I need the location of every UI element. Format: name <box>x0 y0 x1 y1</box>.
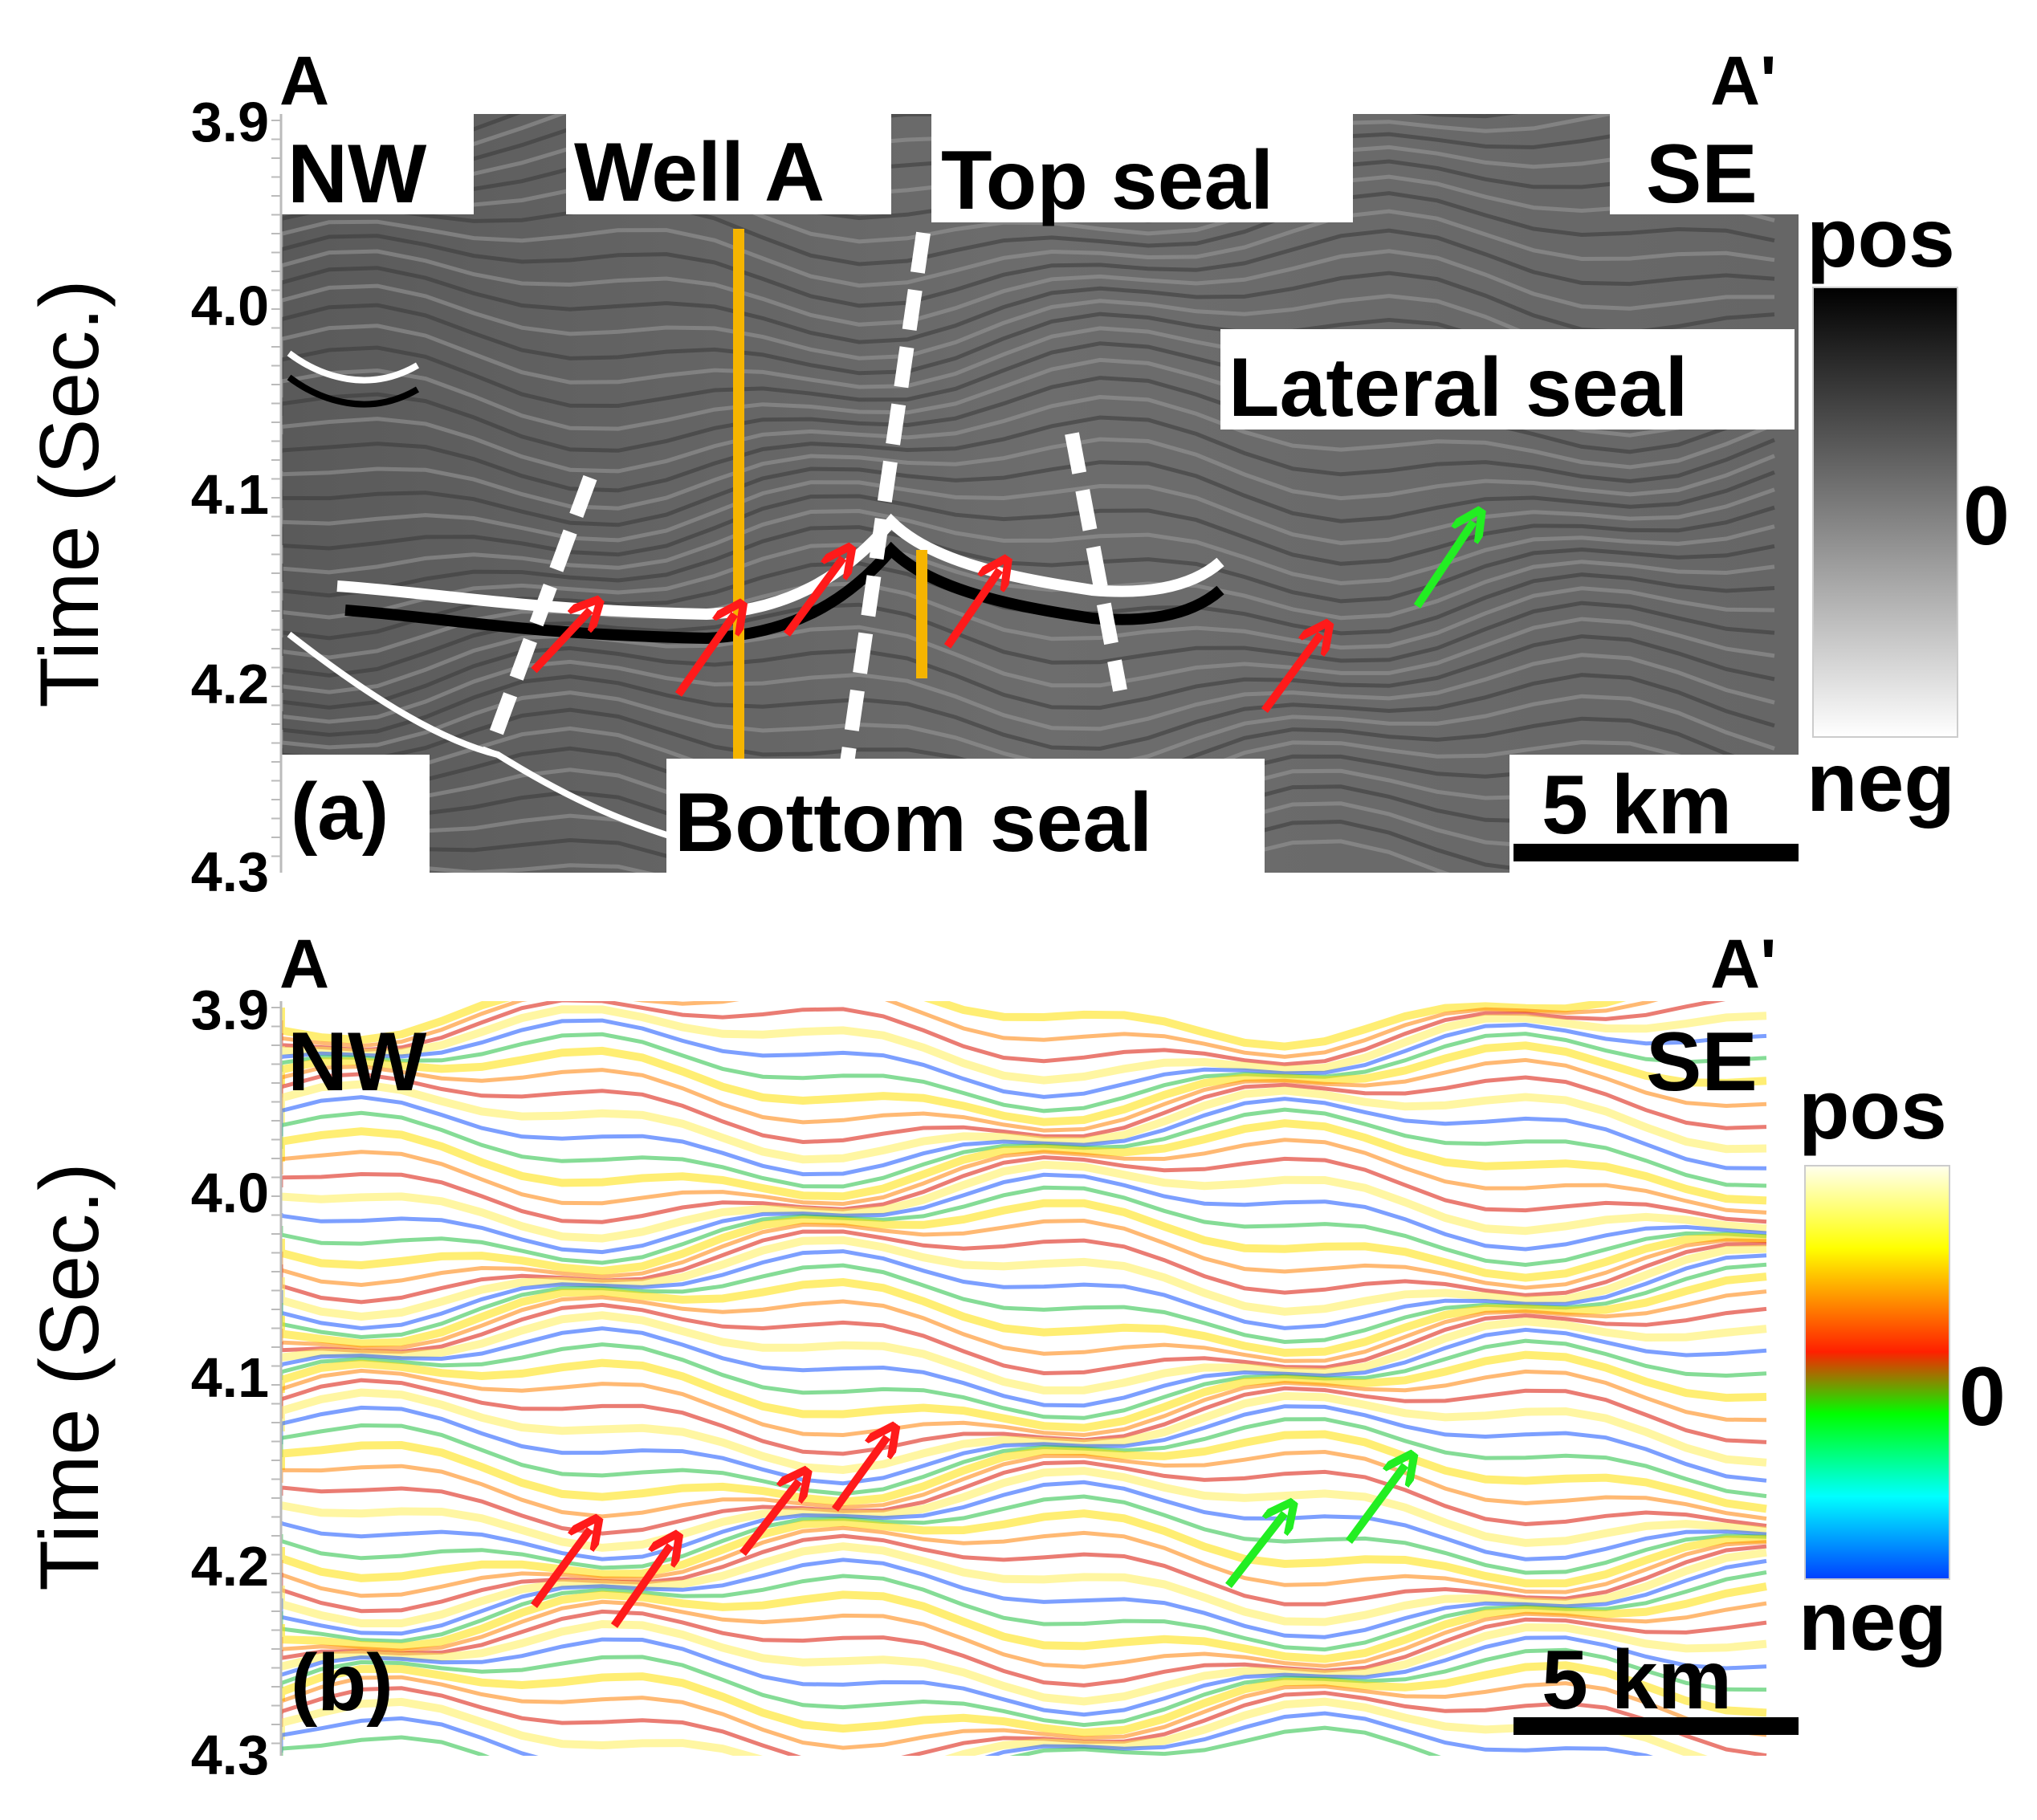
red-arrow <box>831 1437 887 1512</box>
fault-line <box>1065 432 1127 692</box>
red-arrow <box>1261 634 1321 713</box>
y-tick-label: 3.9 <box>191 91 269 153</box>
panel-b-label: (b) <box>291 1638 393 1728</box>
y-axis-title: Time (Sec.) <box>23 279 116 708</box>
green-arrow <box>1345 1465 1405 1544</box>
fault-lines <box>483 231 1127 764</box>
panel-b-nw-label: NW <box>287 1016 427 1109</box>
panel-b-end-a-prime: A' <box>1710 926 1777 1003</box>
y-tick-label: 4.3 <box>191 841 269 903</box>
panel-b-y-axis: 3.9 4.0 4.1 4.2 4.3 Time (Sec.) <box>23 979 283 1786</box>
y-tick-label: 4.2 <box>191 653 269 715</box>
colorbar-pos-label: pos <box>1799 1064 1947 1157</box>
panel-a-end-a-prime: A' <box>1710 43 1777 120</box>
panel-a-seismic-image <box>281 114 1799 873</box>
fault-line <box>483 474 597 754</box>
red-arrow <box>739 1481 799 1557</box>
y-tick-label: 4.1 <box>191 463 269 526</box>
y-tick-label: 4.1 <box>191 1346 269 1409</box>
y-tick-label: 4.0 <box>191 1162 269 1224</box>
y-tick-label: 4.0 <box>191 275 269 337</box>
top-seal-label: Top seal <box>941 134 1273 227</box>
panel-b-scale-label: 5 km <box>1542 1634 1732 1727</box>
panel-b-end-a: A <box>279 926 329 1003</box>
colorbar-pos-label: pos <box>1807 192 1955 285</box>
main-reflector <box>336 513 1224 621</box>
panel-b-attribute-image <box>281 1001 1799 1756</box>
colorbar-zero-label: 0 <box>1963 470 2010 563</box>
colorbar-zero-label: 0 <box>1959 1350 2006 1443</box>
panel-a-y-axis: 3.9 4.0 4.1 4.2 4.3 Time (Sec.) <box>23 91 283 903</box>
y-tick-label: 3.9 <box>191 979 269 1041</box>
colorbar-neg-label: neg <box>1807 736 1955 829</box>
y-axis-title: Time (Sec.) <box>23 1162 116 1591</box>
lateral-seal-label: Lateral seal <box>1228 341 1688 434</box>
well-a-label: Well A <box>574 126 825 219</box>
panel-b-se-label: SE <box>1646 1016 1758 1109</box>
colorbar-neg-label: neg <box>1799 1575 1947 1668</box>
red-arrow <box>531 610 590 674</box>
red-arrow <box>943 570 1000 649</box>
red-arrow <box>610 1545 670 1628</box>
panel-a-nw-label: NW <box>287 128 427 221</box>
panel-a-arrows <box>531 522 1473 713</box>
bottom-seal-label: Bottom seal <box>674 776 1152 869</box>
y-tick-label: 4.3 <box>191 1724 269 1786</box>
red-arrow <box>674 614 735 697</box>
red-arrow <box>530 1529 590 1608</box>
red-arrow <box>783 558 843 637</box>
panel-b-arrows <box>530 1437 1405 1628</box>
fault-line <box>840 231 931 764</box>
panel-a: A A' NW SE Well A Top seal Lateral seal … <box>23 43 2010 903</box>
green-arrow <box>1225 1513 1285 1589</box>
panel-a-end-a: A <box>279 43 329 120</box>
panel-a-se-label: SE <box>1646 128 1758 221</box>
panel-b: A A' NW SE (b) 5 km 3.9 4.0 4.1 4.2 4.3 … <box>23 926 2006 1786</box>
y-tick-label: 4.2 <box>191 1535 269 1598</box>
panel-a-colorbar: pos 0 neg <box>1807 192 2010 829</box>
panel-b-colorbar: pos 0 neg <box>1799 1064 2006 1668</box>
green-arrow <box>1413 522 1473 609</box>
panel-a-label: (a) <box>291 767 389 857</box>
panel-a-scale-label: 5 km <box>1542 759 1732 852</box>
